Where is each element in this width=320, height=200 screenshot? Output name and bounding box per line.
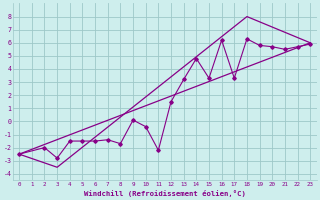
X-axis label: Windchill (Refroidissement éolien,°C): Windchill (Refroidissement éolien,°C) — [84, 190, 246, 197]
